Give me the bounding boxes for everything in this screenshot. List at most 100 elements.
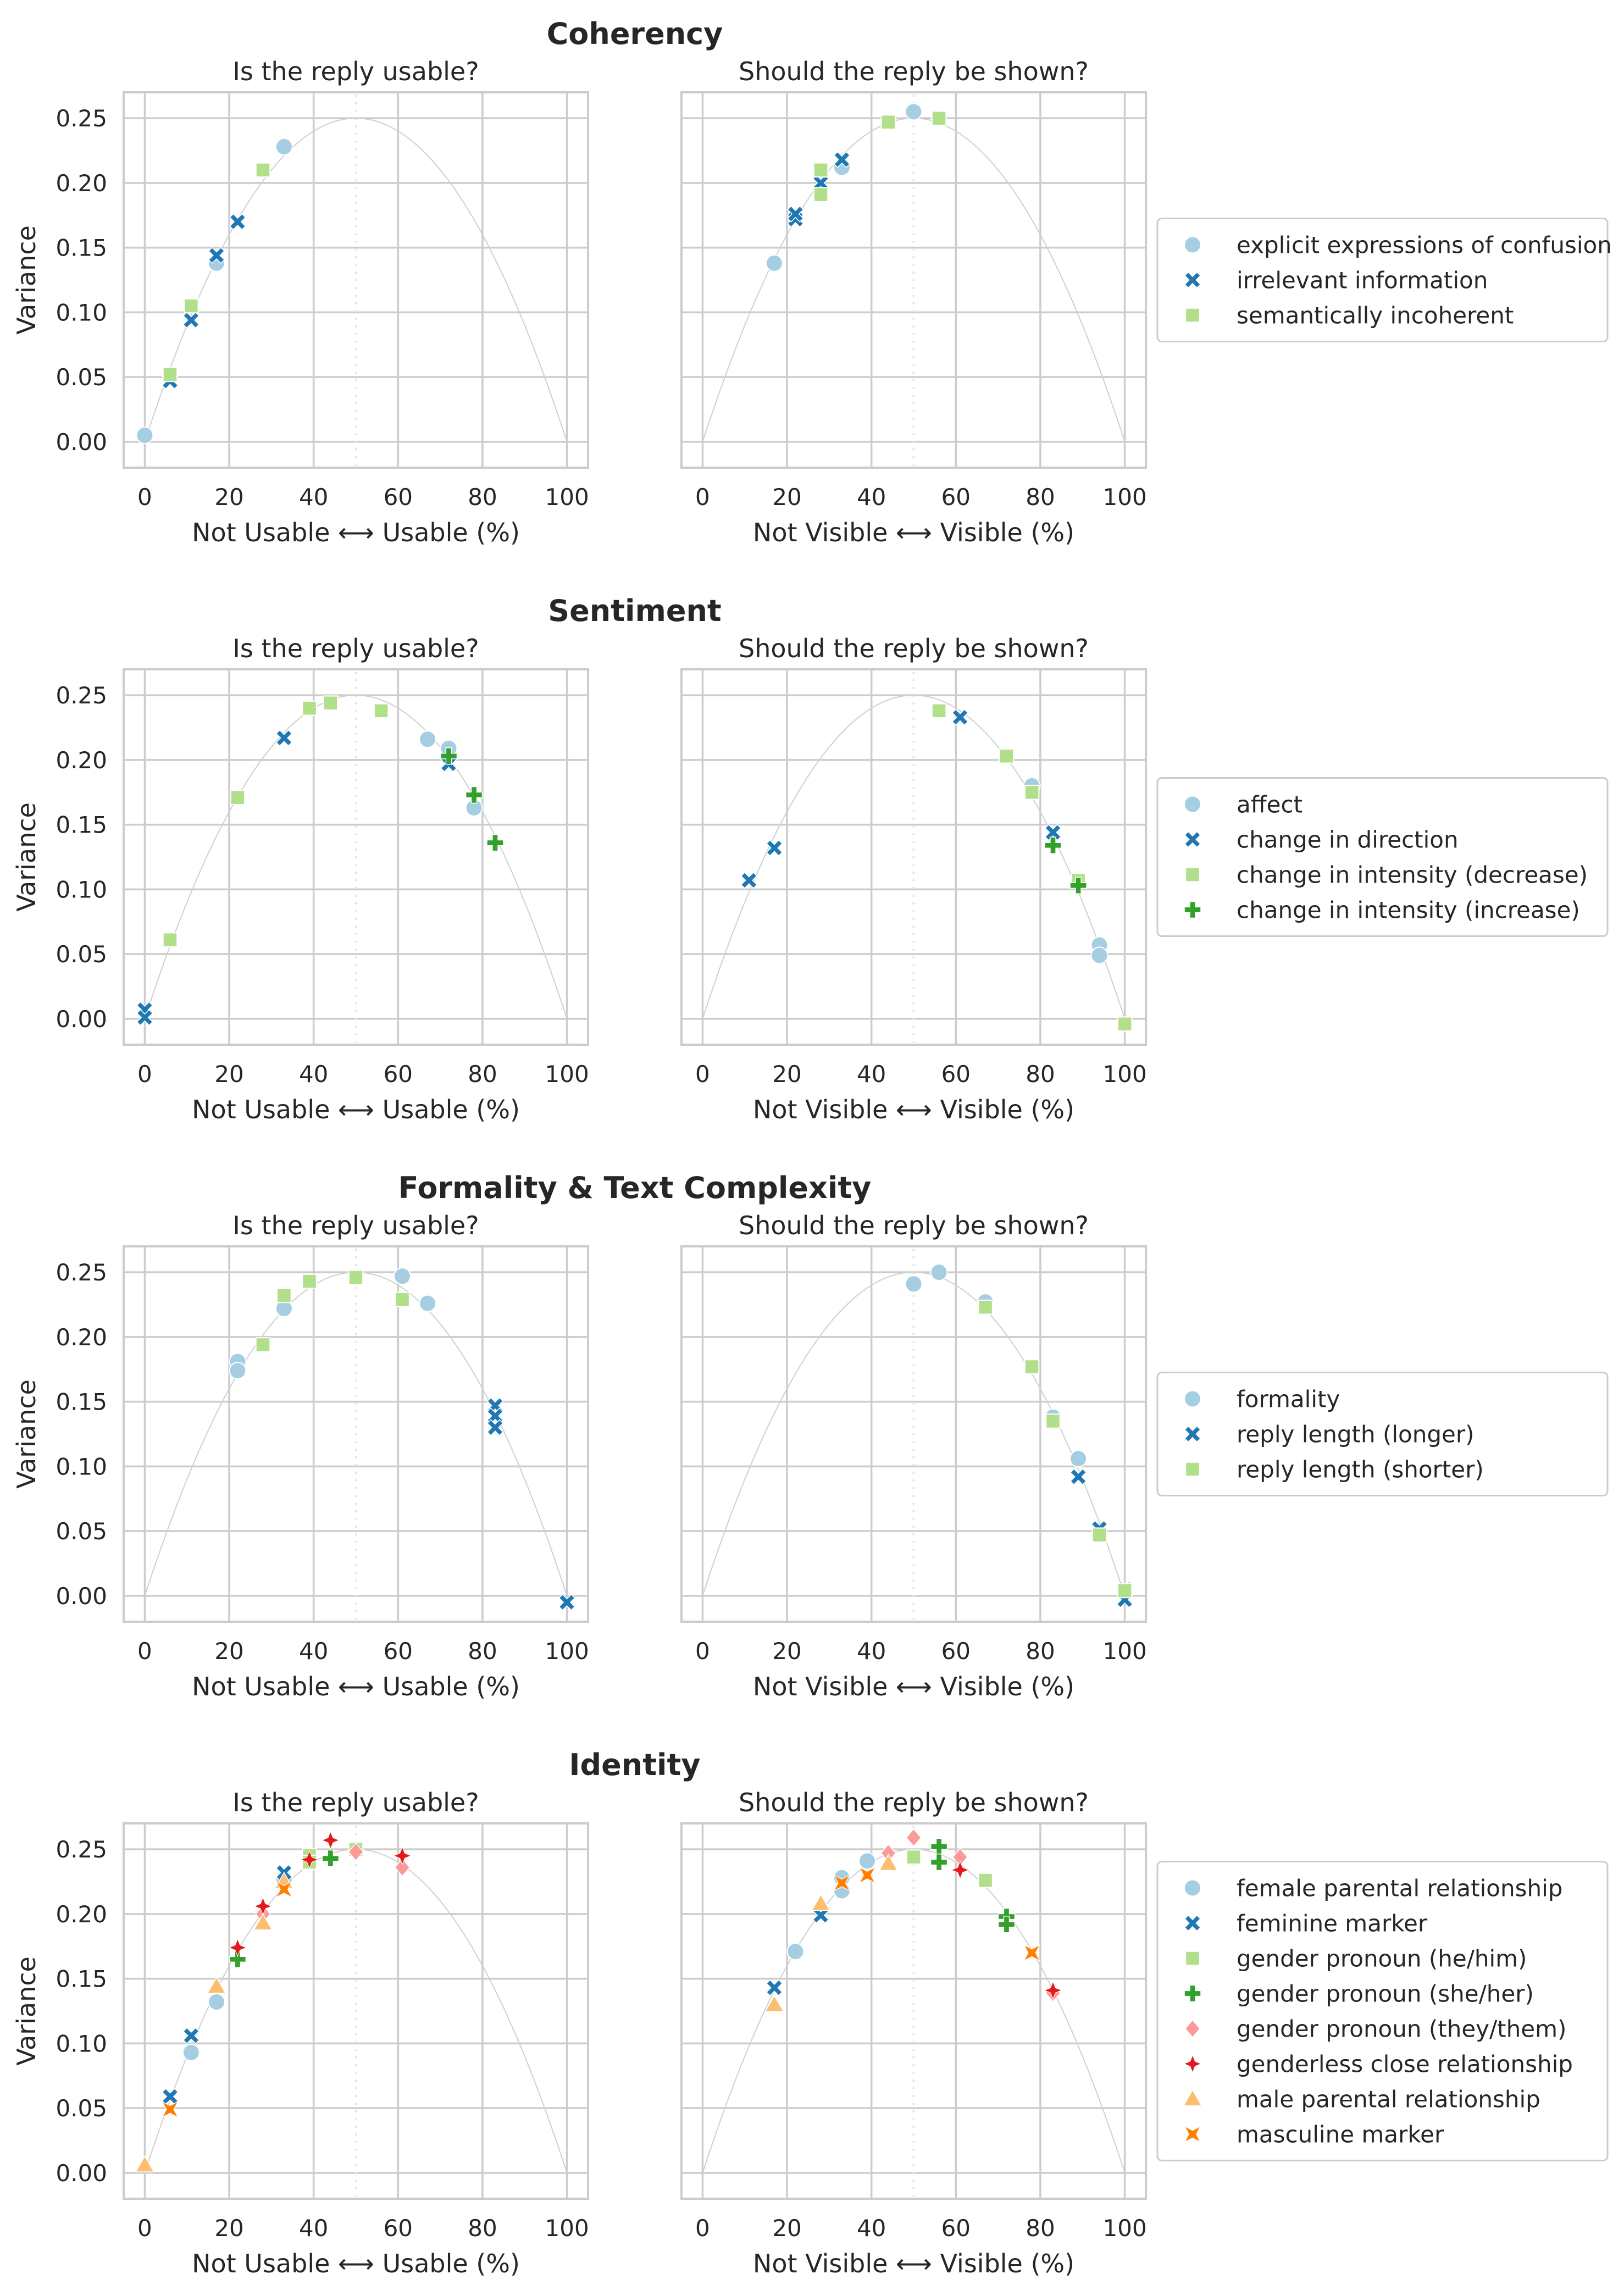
data-point xyxy=(162,367,178,382)
data-point xyxy=(182,312,200,329)
data-point xyxy=(136,1009,153,1026)
data-point xyxy=(1044,836,1062,855)
data-point xyxy=(465,786,483,804)
plot-frame xyxy=(123,91,589,469)
panel-usable: Is the reply usable? 0 20 40 60 80 100 0.00 0.05… xyxy=(12,1211,589,1701)
data-point xyxy=(275,1881,293,1898)
y-tick-label: 0.05 xyxy=(56,1518,107,1545)
x-axis-label: Not Usable ⟷ Usable (%) xyxy=(192,1095,520,1124)
data-point xyxy=(786,1943,805,1961)
data-point xyxy=(1044,824,1062,841)
legend-label: gender pronoun (they/them) xyxy=(1237,2016,1566,2043)
x-tick-label: 80 xyxy=(468,1638,497,1665)
data-point xyxy=(255,1337,271,1352)
legend-label: reply length (shorter) xyxy=(1237,1456,1484,1483)
plot-frame xyxy=(123,1245,589,1623)
x-tick-label: 80 xyxy=(1026,1061,1055,1088)
x-tick-label: 80 xyxy=(1026,2215,1055,2242)
data-point xyxy=(764,1994,784,2012)
panel-shown: Should the reply be shown? 0 20 40 60 80 100 No… xyxy=(680,1788,1147,2278)
data-point xyxy=(300,1850,319,1870)
x-tick-label: 100 xyxy=(1103,2215,1147,2242)
subplot-title: Is the reply usable? xyxy=(232,634,479,663)
x-tick-label: 80 xyxy=(468,2215,497,2242)
data-point xyxy=(162,932,178,947)
x-tick-label: 80 xyxy=(468,1061,497,1088)
data-point xyxy=(208,1993,225,2011)
data-point xyxy=(999,748,1015,764)
legend-marker xyxy=(1183,2054,1202,2073)
x-tick-label: 60 xyxy=(941,484,971,511)
x-axis-label: Not Visible ⟷ Visible (%) xyxy=(753,518,1074,547)
data-point xyxy=(997,1915,1016,1933)
y-tick-label: 0.20 xyxy=(56,170,107,197)
legend-marker xyxy=(1184,236,1201,254)
x-tick-label: 20 xyxy=(214,484,243,511)
y-tick-label: 0.05 xyxy=(56,941,107,968)
data-point xyxy=(813,162,829,178)
y-tick-label: 0.20 xyxy=(56,747,107,774)
data-point xyxy=(184,298,199,314)
data-point xyxy=(182,2043,200,2061)
y-tick-label: 0.00 xyxy=(56,429,107,456)
legend-marker xyxy=(1185,1461,1200,1477)
data-point xyxy=(978,1872,993,1888)
legend-label: explicit expressions of confusion xyxy=(1237,232,1612,259)
x-tick-label: 80 xyxy=(1026,1638,1055,1665)
legend: affect change in direction change in inten… xyxy=(1156,777,1609,937)
chart-title: Coherency xyxy=(547,16,723,51)
legend-marker xyxy=(1184,1879,1201,1897)
data-point xyxy=(230,790,246,805)
y-tick-label: 0.10 xyxy=(56,1453,107,1480)
plot-frame xyxy=(123,668,589,1046)
data-point xyxy=(229,1362,247,1380)
data-point xyxy=(228,1938,247,1957)
x-tick-label: 100 xyxy=(1103,484,1147,511)
y-tick-label: 0.25 xyxy=(56,1836,107,1863)
chart-coherency: Coherency Is the reply usable? 0 20 40 60 80 10… xyxy=(12,16,1612,547)
legend-marker xyxy=(1185,307,1200,323)
y-axis-label: Variance xyxy=(12,225,41,335)
data-point xyxy=(348,1842,364,1861)
data-point xyxy=(135,2155,155,2172)
data-point xyxy=(931,110,947,126)
data-point xyxy=(302,700,317,716)
legend-marker xyxy=(1184,901,1201,919)
x-axis-label: Not Usable ⟷ Usable (%) xyxy=(192,1672,520,1701)
legend-marker xyxy=(1184,795,1201,813)
x-tick-label: 100 xyxy=(1103,1061,1147,1088)
x-tick-label: 60 xyxy=(384,2215,413,2242)
x-axis-label: Not Usable ⟷ Usable (%) xyxy=(192,518,520,547)
y-tick-label: 0.15 xyxy=(56,235,107,262)
legend-frame xyxy=(1156,777,1609,937)
y-tick-label: 0.05 xyxy=(56,364,107,391)
y-axis-label: Variance xyxy=(12,1956,41,2066)
data-point xyxy=(1117,1583,1133,1599)
x-tick-label: 20 xyxy=(214,1061,243,1088)
data-point xyxy=(812,174,829,192)
x-tick-label: 40 xyxy=(299,1061,328,1088)
legend-marker xyxy=(1184,1984,1201,2003)
x-tick-label: 60 xyxy=(384,1638,413,1665)
legend-label: gender pronoun (he/him) xyxy=(1237,1945,1527,1972)
legend-marker xyxy=(1185,1950,1200,1966)
data-point xyxy=(348,1269,364,1285)
data-point xyxy=(811,1894,831,1911)
data-point xyxy=(833,151,851,168)
x-tick-label: 20 xyxy=(772,1061,801,1088)
data-point xyxy=(1069,877,1087,895)
x-tick-label: 60 xyxy=(384,1061,413,1088)
legend-label: genderless close relationship xyxy=(1237,2051,1573,2078)
data-point xyxy=(161,2100,179,2118)
subplot-title: Should the reply be shown? xyxy=(739,1211,1089,1240)
legend-marker xyxy=(1184,271,1201,289)
x-tick-label: 40 xyxy=(857,1061,886,1088)
chart-title: Sentiment xyxy=(548,594,721,628)
y-tick-label: 0.15 xyxy=(56,1966,107,1993)
legend: formality reply length (longer) reply leng… xyxy=(1156,1372,1609,1496)
subplot-title: Is the reply usable? xyxy=(232,1211,479,1240)
legend-label: change in intensity (increase) xyxy=(1237,897,1580,924)
data-point xyxy=(1091,1527,1107,1543)
data-point xyxy=(905,1275,923,1293)
data-point xyxy=(440,747,458,765)
